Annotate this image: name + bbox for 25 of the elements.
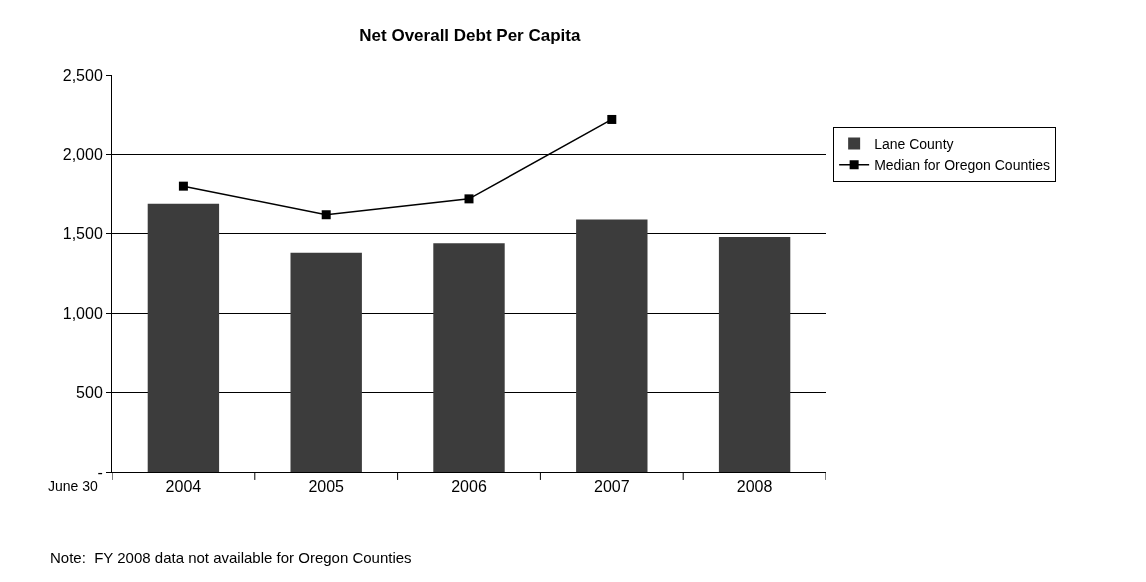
text: Note: FY 2008 data not available for Oregon Counties bbox=[50, 549, 412, 566]
point bbox=[178, 181, 188, 191]
x-tick-label: 2005 bbox=[308, 478, 345, 496]
legend-label: Lane County bbox=[874, 135, 954, 152]
x-tick-label: 2006 bbox=[451, 478, 487, 496]
bar bbox=[290, 252, 362, 472]
y-tick-label: - bbox=[97, 463, 103, 481]
y-tick-label: 2,000 bbox=[62, 146, 103, 163]
point bbox=[464, 194, 474, 204]
bar bbox=[718, 236, 791, 472]
x-tick-label: 2004 bbox=[165, 478, 202, 496]
x-tick-label: 2007 bbox=[594, 478, 630, 496]
bar bbox=[576, 219, 648, 472]
bar bbox=[433, 243, 505, 472]
bar bbox=[147, 203, 220, 472]
legend-label: Median for Oregon Counties bbox=[874, 157, 1051, 174]
text: June 30 bbox=[48, 478, 99, 494]
point bbox=[607, 114, 617, 124]
x-tick-label: 2008 bbox=[736, 478, 773, 496]
chart-title: Net Overall Debt Per Capita bbox=[359, 26, 581, 45]
y-tick-label: 2,500 bbox=[62, 66, 103, 84]
point bbox=[321, 210, 331, 220]
y-tick-label: 500 bbox=[76, 384, 103, 402]
y-tick-label: 1,500 bbox=[62, 225, 103, 243]
y-tick-label: 1,000 bbox=[62, 304, 103, 322]
